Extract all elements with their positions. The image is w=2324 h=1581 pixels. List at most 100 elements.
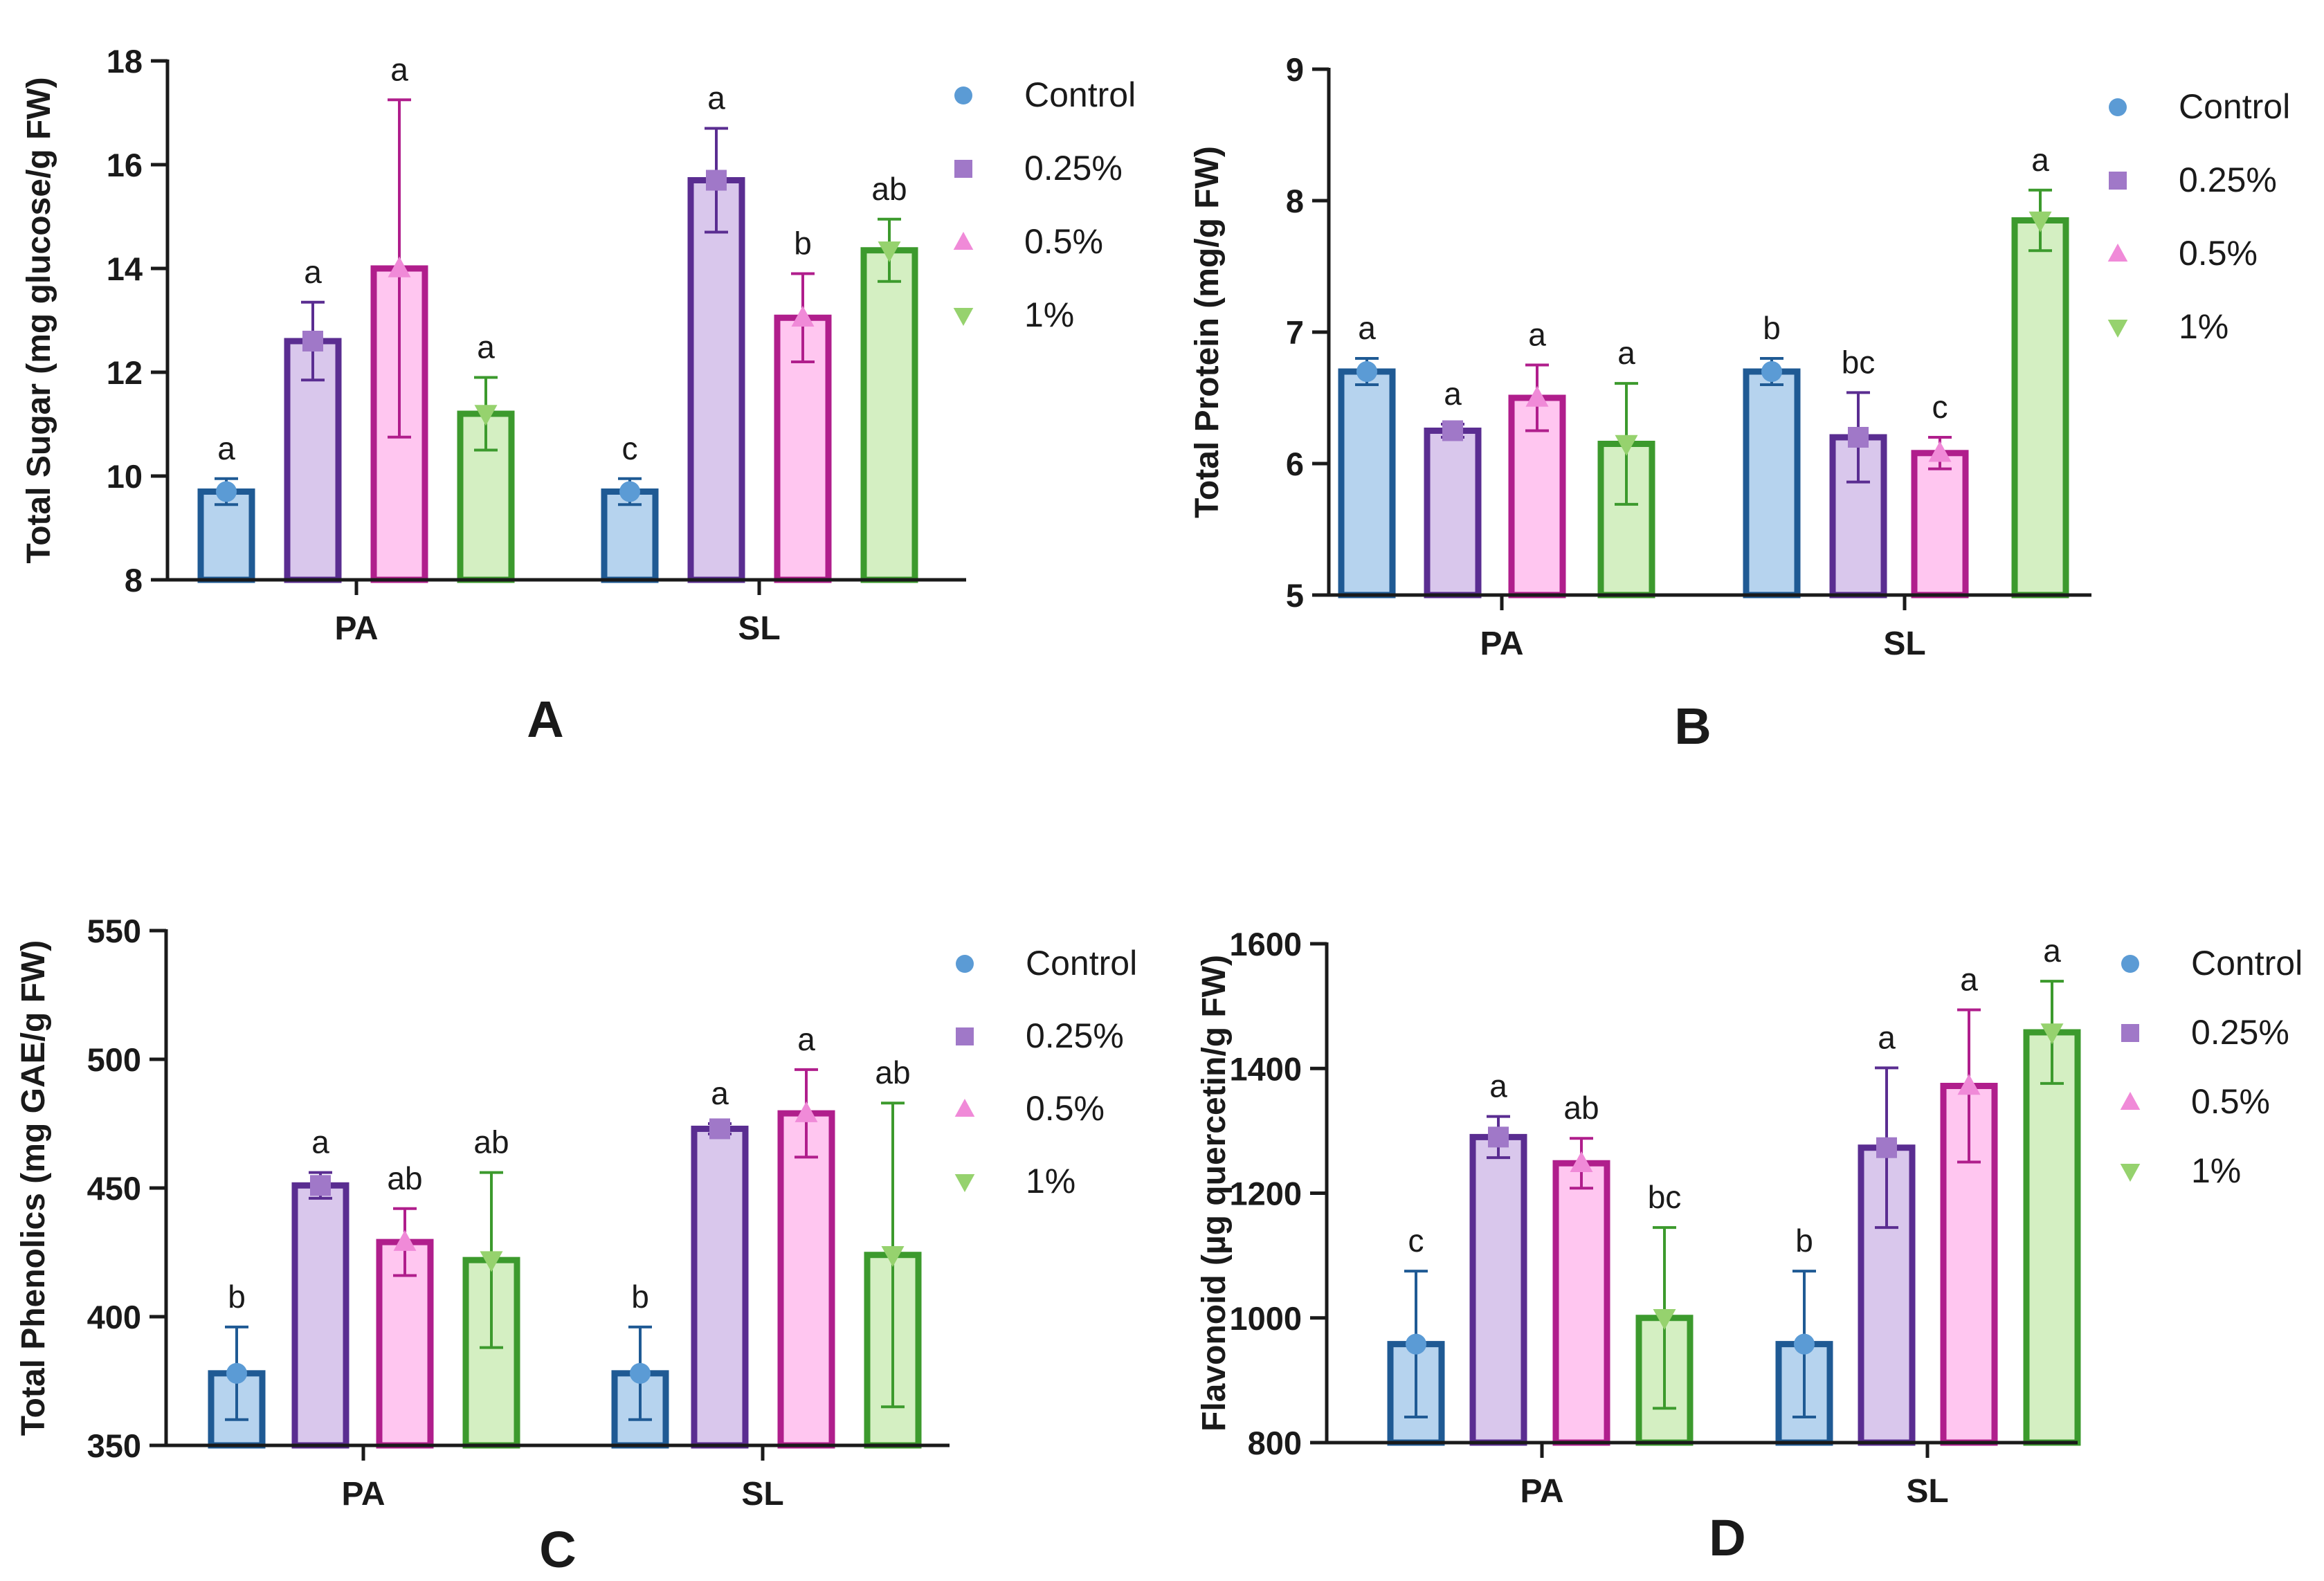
bar [1743,368,1801,598]
x-category-label: SL [738,610,780,647]
legend-marker [2109,172,2127,190]
legend-marker [2120,1092,2141,1111]
x-category-label: PA [1520,1473,1563,1510]
x-category-label: SL [1906,1473,1948,1510]
chart-panel-d: c b a a ab a bc a 800 1000 1200 1400 1600 PA SL Flavono… [1196,926,2303,1566]
data-marker [388,256,411,277]
y-tick-label: 1000 [1229,1300,1302,1337]
y-axis-title: Total Protein (mg/g FW) [1189,146,1226,518]
data-marker [706,170,727,191]
legend-marker [2107,319,2128,338]
x-category-label: PA [1480,625,1523,662]
data-marker [1406,1333,1426,1355]
legend-label: 0.5% [2179,234,2258,273]
legend-marker [953,307,974,326]
data-marker [393,1230,417,1251]
significance-letter: a [1358,310,1376,346]
data-marker [226,1362,247,1384]
significance-letter: b [794,226,812,262]
data-marker [216,481,237,502]
y-tick-label: 450 [87,1170,141,1207]
bar [1552,1160,1610,1446]
y-tick-label: 6 [1286,446,1304,482]
y-tick-label: 9 [1286,51,1304,88]
data-marker [1442,420,1463,441]
bar [691,1125,749,1449]
x-category-label: PA [341,1476,385,1513]
y-tick-label: 18 [107,43,143,80]
significance-letter: bc [1842,344,1876,380]
data-marker [1525,385,1549,407]
y-tick-label: 800 [1248,1425,1302,1461]
data-marker [630,1362,651,1384]
bar [1911,450,1969,598]
y-tick-label: 1400 [1229,1050,1302,1087]
legend-marker [2120,1163,2141,1182]
y-tick-label: 8 [125,562,143,598]
data-marker [1488,1126,1509,1148]
y-tick-label: 350 [87,1427,141,1464]
legend-label: 0.25% [1024,149,1123,188]
y-tick-label: 10 [107,458,143,495]
significance-letter: a [1617,335,1635,371]
significance-letter: ab [871,171,907,207]
y-tick-label: 500 [87,1041,141,1078]
data-marker [1761,361,1782,382]
legend-label: 0.25% [2179,161,2277,199]
legend-label: 0.25% [2191,1013,2289,1052]
data-marker [1356,361,1377,382]
bar [777,1110,835,1449]
significance-letter: ab [875,1054,910,1090]
y-tick-label: 5 [1286,577,1304,614]
data-marker [709,1118,730,1140]
significance-letter: a [2043,933,2061,969]
legend-label: Control [2191,944,2303,983]
data-marker [480,1251,503,1272]
y-tick-label: 1200 [1229,1176,1302,1212]
data-marker [1570,1151,1593,1172]
significance-letter: a [797,1021,815,1057]
legend-marker [2109,98,2127,116]
legend-label: 1% [1026,1162,1075,1200]
significance-letter: a [1489,1068,1507,1104]
significance-letter: ab [387,1160,422,1196]
significance-letter: a [477,329,495,365]
legend-marker [954,160,972,178]
legend-label: 0.5% [1026,1089,1105,1128]
legend-label: 1% [1024,295,1074,334]
significance-letter: a [1960,962,1978,998]
legend-label: 1% [2191,1151,2241,1190]
significance-letter: a [304,254,322,290]
data-marker [474,405,498,426]
significance-letter: b [631,1279,649,1315]
legend-marker [2121,955,2139,973]
bar [1424,428,1482,598]
bar [2011,217,2069,598]
significance-letter: b [1795,1223,1813,1259]
y-tick-label: 1600 [1229,926,1302,962]
significance-letter: a [1444,376,1462,412]
data-marker [881,1245,905,1267]
x-category-label: PA [334,610,378,647]
y-tick-label: 400 [87,1299,141,1335]
data-marker [1928,441,1952,462]
legend-label: Control [2179,87,2290,126]
legend-marker [2121,1024,2139,1042]
y-tick-label: 7 [1286,314,1304,351]
significance-letter: ab [473,1124,509,1160]
significance-letter: bc [1648,1179,1682,1215]
y-axis-title: Total Phenolics (mg GAE/g FW) [15,940,52,1436]
significance-letter: a [1878,1019,1896,1055]
data-marker [2040,1023,2064,1045]
panel-label: C [539,1521,576,1578]
significance-letter: a [2031,142,2049,178]
data-marker [302,331,323,351]
data-marker [1615,435,1638,456]
panel-label: A [527,691,563,748]
legend-marker [956,955,974,973]
y-tick-label: 16 [107,147,143,183]
significance-letter: a [707,80,725,116]
legend-label: 0.5% [1024,222,1103,261]
panel-label: B [1674,697,1711,755]
